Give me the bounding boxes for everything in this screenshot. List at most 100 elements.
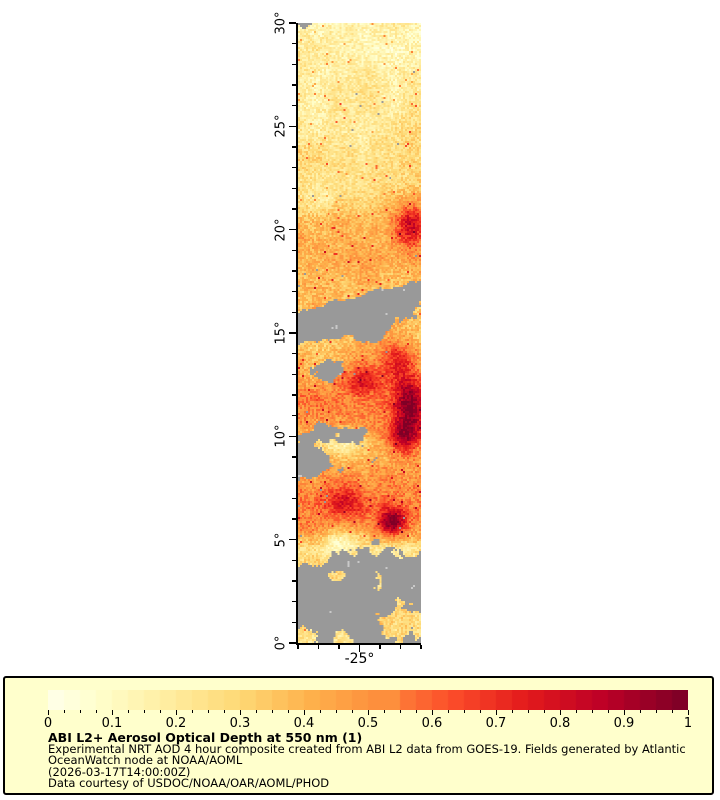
colorbar-minor-tick (160, 710, 161, 713)
colorbar-minor-tick (640, 710, 641, 713)
colorbar-minor-tick (208, 710, 209, 713)
colorbar-minor-tick (384, 710, 385, 713)
x-major-tick (358, 645, 361, 652)
x-minor-tick (379, 645, 381, 649)
colorbar-tick-label: 0.8 (549, 716, 571, 731)
colorbar-major-tick (304, 710, 305, 715)
caption-line-1: Experimental NRT AOD 4 hour composite cr… (48, 742, 686, 756)
colorbar-tick-label: 0.2 (165, 716, 187, 731)
colorbar-minor-tick (400, 710, 401, 713)
x-minor-tick (338, 645, 340, 649)
caption-block: ABI L2+ Aerosol Optical Depth at 550 nm … (48, 730, 702, 791)
y-minor-tick (292, 208, 296, 210)
colorbar-major-tick (48, 710, 49, 715)
colorbar-gradient (48, 690, 688, 710)
colorbar-minor-tick (272, 710, 273, 713)
colorbar-major-tick (624, 710, 625, 715)
colorbar-minor-tick (608, 710, 609, 713)
colorbar-minor-tick (128, 710, 129, 713)
colorbar-tick-label: 0.5 (357, 716, 379, 731)
colorbar-minor-tick (96, 710, 97, 713)
colorbar-major-tick (432, 710, 433, 715)
y-major-tick (289, 228, 296, 231)
colorbar-major-tick (112, 710, 113, 715)
colorbar-tick-label: 0.3 (229, 716, 251, 731)
colorbar-minor-tick (544, 710, 545, 713)
colorbar-tick-label: 0.6 (421, 716, 443, 731)
colorbar-minor-tick (656, 710, 657, 713)
y-tick-label: 0° (273, 635, 289, 651)
x-axis-line (296, 643, 421, 645)
y-minor-tick (292, 373, 296, 376)
colorbar-minor-tick (672, 710, 673, 713)
y-major-tick (289, 435, 296, 438)
colorbar-minor-tick (320, 710, 321, 713)
colorbar-minor-tick (192, 710, 193, 713)
y-tick-label: 20° (273, 218, 289, 242)
colorbar-major-tick (688, 710, 689, 715)
y-major-tick (289, 642, 296, 644)
y-tick-label: 15° (273, 321, 289, 345)
y-minor-tick (292, 559, 296, 562)
x-minor-tick (420, 645, 422, 649)
colorbar-minor-tick (336, 710, 337, 713)
colorbar-minor-tick (576, 710, 577, 713)
y-minor-tick (292, 104, 296, 107)
y-tick-label: 30° (273, 11, 289, 35)
colorbar-minor-tick (80, 710, 81, 713)
colorbar-minor-tick (256, 710, 257, 713)
y-minor-tick (292, 63, 296, 66)
colorbar-minor-tick (528, 710, 529, 713)
x-minor-tick (317, 645, 320, 649)
legend-panel: 0 0.1 0.2 0.3 0.4 0.5 0.6 0.7 0.8 0.9 1 ABI L2+ Ae… (3, 676, 714, 795)
y-minor-tick (292, 476, 296, 479)
y-axis-line (296, 23, 298, 645)
colorbar-tick-label: 1 (683, 716, 693, 731)
x-minor-tick (297, 645, 299, 649)
colorbar-axis: 0 0.1 0.2 0.3 0.4 0.5 0.6 0.7 0.8 0.9 1 (44, 710, 693, 732)
colorbar-tick-label: 0.7 (485, 716, 507, 731)
y-major-tick (289, 332, 296, 334)
colorbar-tick-label: 0.9 (613, 716, 635, 731)
colorbar-minor-tick (288, 710, 289, 713)
aod-map-canvas (298, 23, 421, 643)
y-minor-tick (292, 42, 296, 45)
y-minor-tick (292, 580, 296, 582)
y-minor-tick (292, 146, 296, 148)
colorbar-tick-label: 0.4 (293, 716, 315, 731)
y-minor-tick (292, 518, 296, 520)
aod-map-figure: 0° 5° 10° 15° 20° 25° 30° -25° (273, 11, 422, 667)
y-minor-tick (292, 456, 296, 458)
colorbar-minor-tick (448, 710, 449, 713)
y-minor-tick (292, 621, 296, 624)
x-tick-label: -25° (344, 651, 375, 667)
colorbar-major-tick (560, 710, 561, 715)
y-minor-tick (292, 84, 296, 86)
y-minor-tick (292, 352, 296, 355)
y-minor-tick (292, 249, 296, 252)
colorbar-minor-tick (64, 710, 65, 713)
y-major-tick (289, 538, 296, 541)
y-minor-tick (292, 600, 296, 603)
y-minor-tick (292, 187, 296, 190)
colorbar-major-tick (368, 710, 369, 715)
caption-line-4: Data courtesy of USDOC/NOAA/OAR/AOML/PHO… (48, 776, 330, 791)
colorbar-major-tick (176, 710, 177, 715)
colorbar-minor-tick (592, 710, 593, 713)
caption-line-3: (2026-03-17T14:00:00Z) (48, 764, 191, 779)
caption-title: ABI L2+ Aerosol Optical Depth at 550 nm … (48, 730, 363, 745)
y-minor-tick (292, 394, 296, 396)
y-minor-tick (292, 290, 296, 293)
y-minor-tick (292, 166, 296, 169)
colorbar-major-tick (240, 710, 241, 715)
y-tick-label: 25° (273, 114, 289, 138)
colorbar-major-tick (496, 710, 497, 715)
y-minor-tick (292, 311, 296, 314)
y-major-tick (289, 125, 296, 128)
y-major-tick (289, 22, 296, 24)
colorbar-tick-label: 0.1 (101, 716, 123, 731)
y-minor-tick (292, 414, 296, 417)
x-minor-tick (399, 645, 402, 649)
colorbar-tick-label: 0 (43, 716, 53, 731)
colorbar-minor-tick (480, 710, 481, 713)
